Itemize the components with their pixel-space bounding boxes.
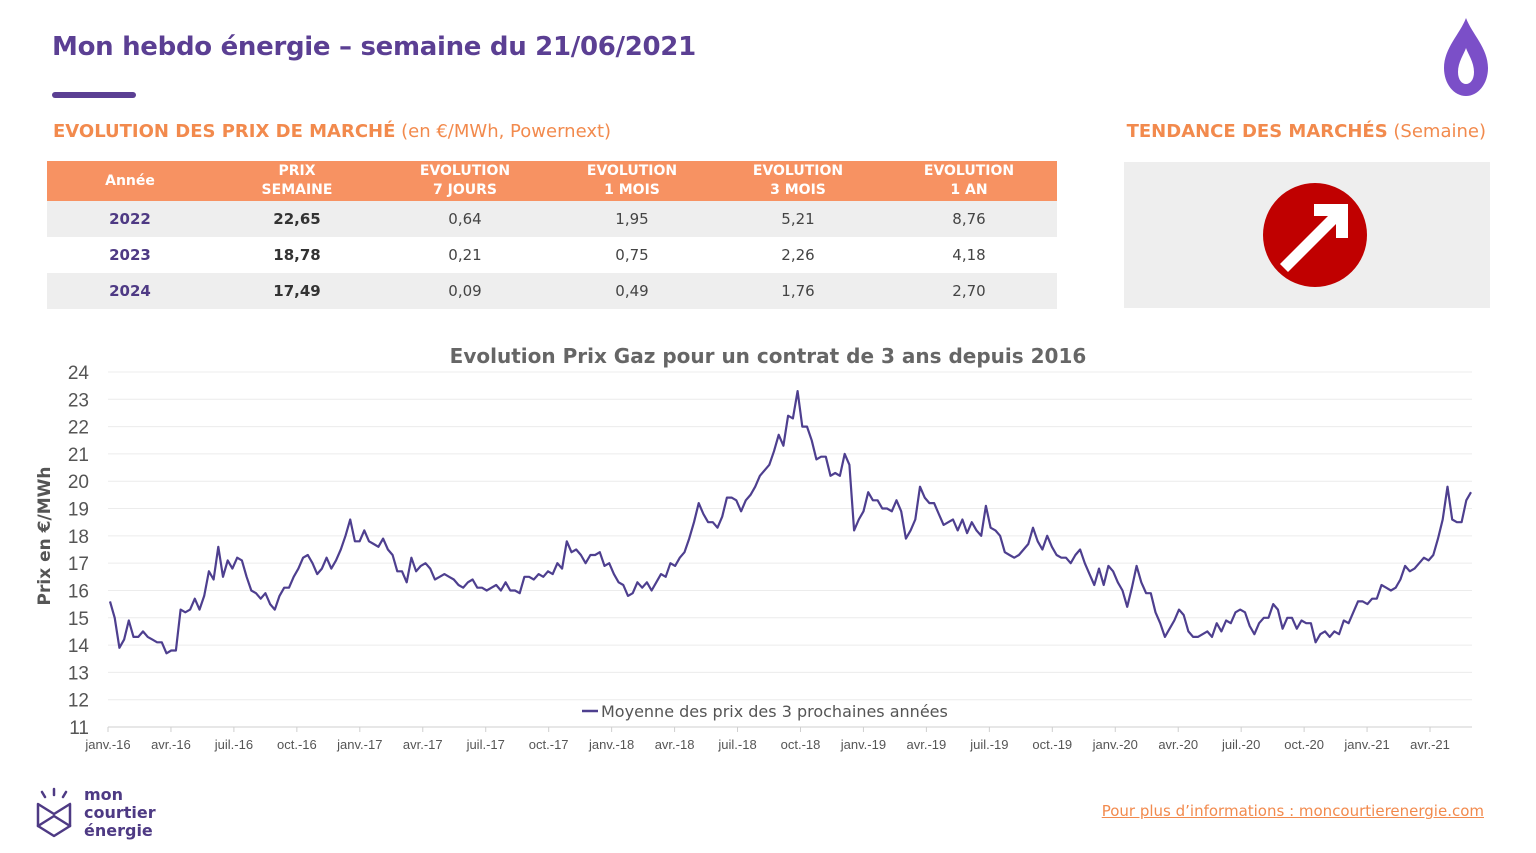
table-row: 2022 22,65 0,64 1,95 5,21 8,76 [47,201,1057,237]
cell-year: 2023 [47,237,213,273]
x-tick-label: avr.-16 [151,737,191,752]
x-tick-label: avr.-17 [403,737,443,752]
y-tick-label: 17 [68,554,89,575]
table-header-row: Année PRIX SEMAINE EVOLUTION 7 JOURS EVOLU… [47,161,1057,201]
table-row: 2024 17,49 0,09 0,49 1,76 2,70 [47,273,1057,309]
x-tick-label: oct.-20 [1284,737,1324,752]
cell-evol-1m: 1,95 [549,201,715,237]
y-tick-label: 20 [68,472,89,493]
x-tick-label: avr.-18 [655,737,695,752]
cell-year: 2024 [47,273,213,309]
y-tick-label: 23 [68,390,89,411]
prices-table: Année PRIX SEMAINE EVOLUTION 7 JOURS EVOLU… [47,161,1057,309]
y-tick-label: 12 [68,691,89,712]
cell-evol-3m: 5,21 [715,201,881,237]
legend: Moyenne des prix des 3 prochaines années [582,702,948,721]
arrow-up-right-icon [1263,183,1367,287]
prices-section-title: EVOLUTION DES PRIX DE MARCHÉ (en €/MWh, … [53,121,611,142]
legend-label: Moyenne des prix des 3 prochaines années [601,702,948,721]
brand-line-1: mon [84,785,124,804]
brand-name: mon courtier énergie [84,786,156,840]
cell-price: 17,49 [213,273,381,309]
brand-line-3: énergie [84,821,153,840]
y-ticks: 11 12 13 14 15 16 17 18 19 20 21 22 23 24 [68,363,90,739]
cell-evol-1m: 0,49 [549,273,715,309]
cell-evol-7d: 0,09 [381,273,549,309]
cell-price: 18,78 [213,237,381,273]
cell-evol-1y: 8,76 [881,201,1057,237]
trend-section-title: TENDANCE DES MARCHÉS (Semaine) [1127,121,1486,142]
trend-unit: (Semaine) [1387,121,1486,142]
y-tick-label: 21 [68,445,89,466]
x-tick-label: janv.-19 [840,737,886,752]
grid [108,371,1472,728]
x-tick-label: avr.-21 [1410,737,1450,752]
cell-evol-3m: 1,76 [715,273,881,309]
x-tick-label: juil.-16 [214,737,253,752]
flame-icon [1444,18,1488,96]
x-tick-label: janv.-20 [1092,737,1138,752]
header-evol-3m: EVOLUTION 3 MOIS [715,161,881,201]
y-tick-label: 11 [69,718,89,739]
x-tick-label: janv.-18 [588,737,634,752]
trend-box [1124,162,1490,308]
y-tick-label: 16 [68,581,89,602]
x-tick-label: janv.-16 [84,737,130,752]
header-evol-7d: EVOLUTION 7 JOURS [381,161,549,201]
header-year: Année [47,161,213,201]
x-tick-label: oct.-17 [529,737,569,752]
cell-evol-1y: 4,18 [881,237,1057,273]
prices-title: EVOLUTION DES PRIX DE MARCHÉ [53,121,396,142]
cell-evol-7d: 0,21 [381,237,549,273]
cell-evol-1y: 2,70 [881,273,1057,309]
x-tick-label: oct.-16 [277,737,317,752]
chart-title: Evolution Prix Gaz pour un contrat de 3 … [450,344,1087,368]
y-tick-label: 19 [68,500,89,521]
y-axis-label: Prix en €/MWh [35,467,55,606]
header-evol-1y: EVOLUTION 1 AN [881,161,1057,201]
series [108,389,1472,655]
y-tick-label: 22 [68,418,89,439]
x-tick-label: janv.-21 [1343,737,1389,752]
series-line [108,389,1472,655]
header-price: PRIX SEMAINE [213,161,381,201]
brand-line-2: courtier [84,803,156,822]
title-underline [52,92,136,98]
x-tick-label: oct.-19 [1032,737,1072,752]
prices-unit: (en €/MWh, Powernext) [395,121,612,142]
y-tick-label: 15 [68,609,89,630]
x-tick-label: janv.-17 [336,737,382,752]
y-tick-label: 14 [68,636,90,657]
page-title: Mon hebdo énergie – semaine du 21/06/202… [52,32,696,62]
table-row: 2023 18,78 0,21 0,75 2,26 4,18 [47,237,1057,273]
cell-price: 22,65 [213,201,381,237]
cell-year: 2022 [47,201,213,237]
x-ticks: janv.-16 avr.-16 juil.-16 oct.-16 janv.-17 av… [84,727,1450,752]
cell-evol-3m: 2,26 [715,237,881,273]
cell-evol-1m: 0,75 [549,237,715,273]
x-tick-label: oct.-18 [781,737,821,752]
cell-evol-7d: 0,64 [381,201,549,237]
x-tick-label: avr.-19 [907,737,947,752]
trend-title: TENDANCE DES MARCHÉS [1126,121,1388,142]
x-tick-label: juil.-20 [1221,737,1260,752]
price-line-chart: Evolution Prix Gaz pour un contrat de 3 … [35,344,1472,752]
y-tick-label: 13 [68,663,89,684]
x-tick-label: juil.-17 [466,737,505,752]
x-tick-label: juil.-18 [717,737,756,752]
header-evol-1m: EVOLUTION 1 MOIS [549,161,715,201]
brand-logo-icon [36,787,72,838]
x-tick-label: avr.-20 [1158,737,1198,752]
info-link[interactable]: Pour plus d’informations : moncourtieren… [1101,802,1484,820]
y-tick-label: 24 [68,363,90,384]
y-tick-label: 18 [68,527,89,548]
x-tick-label: juil.-19 [969,737,1008,752]
